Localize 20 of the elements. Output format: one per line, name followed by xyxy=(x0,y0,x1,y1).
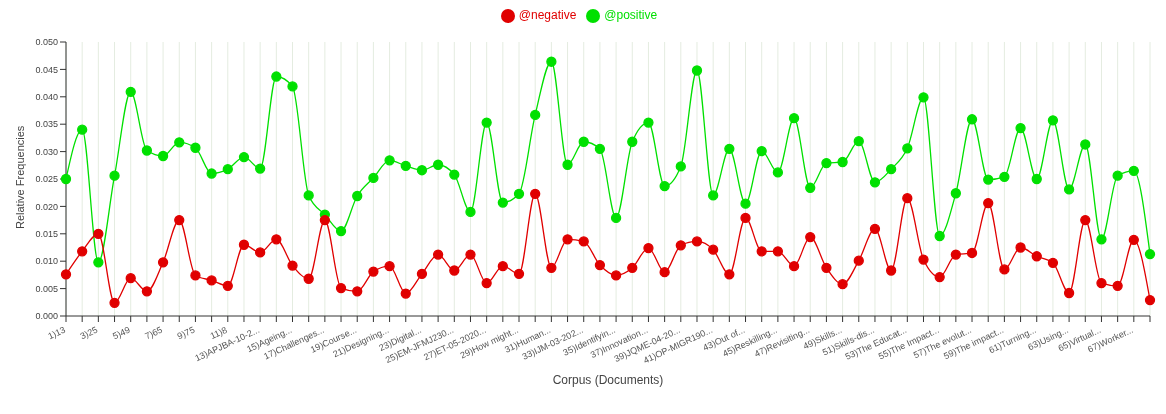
x-tick-label: 3)25 xyxy=(78,324,100,342)
y-tick-label: 0.025 xyxy=(35,174,58,185)
y-tick-label: 0.015 xyxy=(35,229,58,239)
y-tick-label: 0.050 xyxy=(35,37,58,48)
x-tick-label: 1)13 xyxy=(46,324,67,342)
y-tick-label: 0.040 xyxy=(35,92,58,102)
y-tick-label: 0.030 xyxy=(35,146,58,157)
y-tick-label: 0.000 xyxy=(35,311,58,322)
x-tick-label: 5)49 xyxy=(111,324,132,342)
y-tick-label: 0.045 xyxy=(35,64,58,75)
x-tick-label: 7)65 xyxy=(143,324,164,342)
y-tick-label: 0.020 xyxy=(35,201,58,212)
y-axis-title: Relative Frequencies xyxy=(13,125,26,229)
legend-label: @positive xyxy=(604,8,658,22)
y-tick-label: 0.010 xyxy=(35,256,58,267)
legend-label: @negative xyxy=(518,8,577,22)
y-tick-label: 0.035 xyxy=(35,119,58,130)
x-axis-title: Corpus (Documents) xyxy=(552,373,664,387)
x-tick-label: 9)75 xyxy=(175,324,197,342)
y-tick-label: 0.005 xyxy=(35,283,58,294)
